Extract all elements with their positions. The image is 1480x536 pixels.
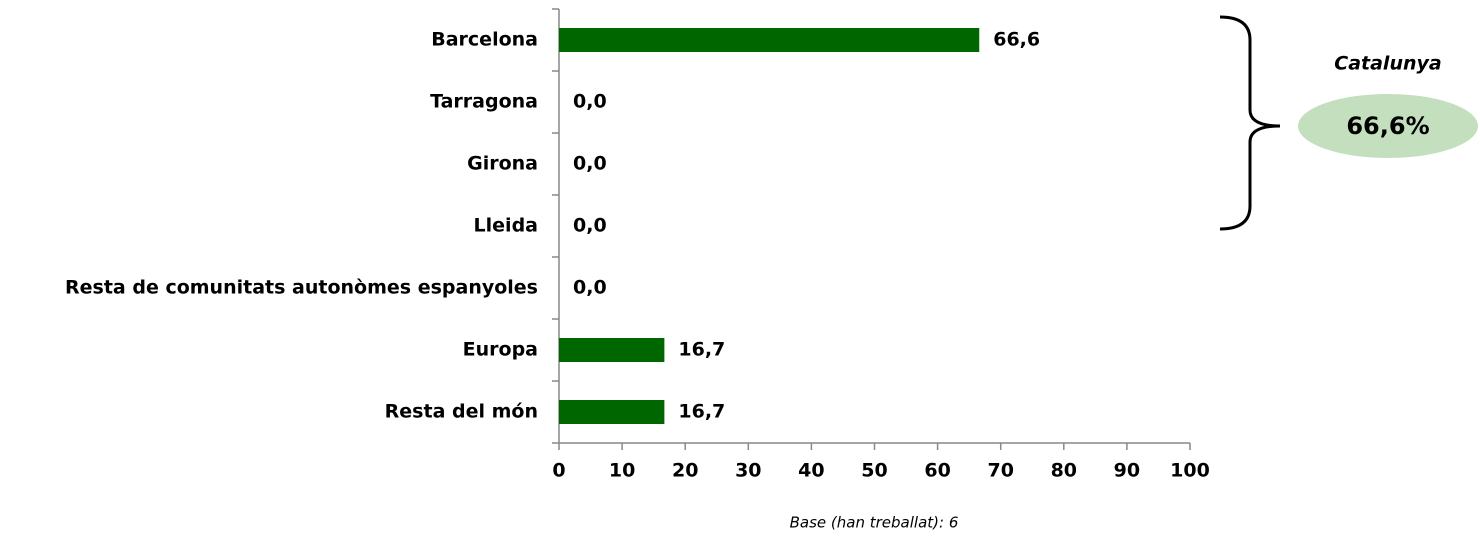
bar bbox=[559, 28, 980, 52]
x-tick-label: 20 bbox=[672, 460, 698, 482]
annotation-value: 66,6% bbox=[1346, 112, 1429, 140]
x-tick-label: 10 bbox=[609, 460, 635, 482]
brace bbox=[1219, 15, 1281, 231]
y-tick-label: Europa bbox=[463, 339, 538, 361]
y-tick-label: Resta del món bbox=[385, 401, 538, 423]
data-label: 16,7 bbox=[678, 339, 725, 361]
footnote: Base (han treballat): 6 bbox=[790, 514, 959, 532]
y-tick-label: Tarragona bbox=[430, 91, 538, 113]
x-tick-label: 100 bbox=[1170, 460, 1210, 482]
x-tick-label: 30 bbox=[735, 460, 761, 482]
data-label: 0,0 bbox=[573, 91, 607, 113]
data-label: 0,0 bbox=[573, 215, 607, 237]
bar bbox=[559, 400, 665, 424]
x-tick-label: 0 bbox=[552, 460, 565, 482]
data-label: 0,0 bbox=[573, 153, 607, 175]
data-label: 16,7 bbox=[678, 401, 725, 423]
y-tick-label: Lleida bbox=[474, 215, 538, 237]
x-tick-label: 50 bbox=[861, 460, 887, 482]
y-tick-label: Barcelona bbox=[431, 29, 538, 51]
annotation-bubble bbox=[1298, 94, 1478, 158]
y-tick-label: Resta de comunitats autonòmes espanyoles bbox=[65, 277, 538, 299]
annotation-title: Catalunya bbox=[1334, 53, 1441, 75]
y-tick-label: Girona bbox=[467, 153, 538, 175]
x-tick-label: 40 bbox=[798, 460, 824, 482]
x-tick-label: 70 bbox=[987, 460, 1013, 482]
x-tick-label: 90 bbox=[1114, 460, 1140, 482]
x-tick-label: 80 bbox=[1051, 460, 1077, 482]
data-label: 0,0 bbox=[573, 277, 607, 299]
bar bbox=[559, 338, 665, 362]
x-tick-label: 60 bbox=[924, 460, 950, 482]
data-label: 66,6 bbox=[993, 29, 1040, 51]
